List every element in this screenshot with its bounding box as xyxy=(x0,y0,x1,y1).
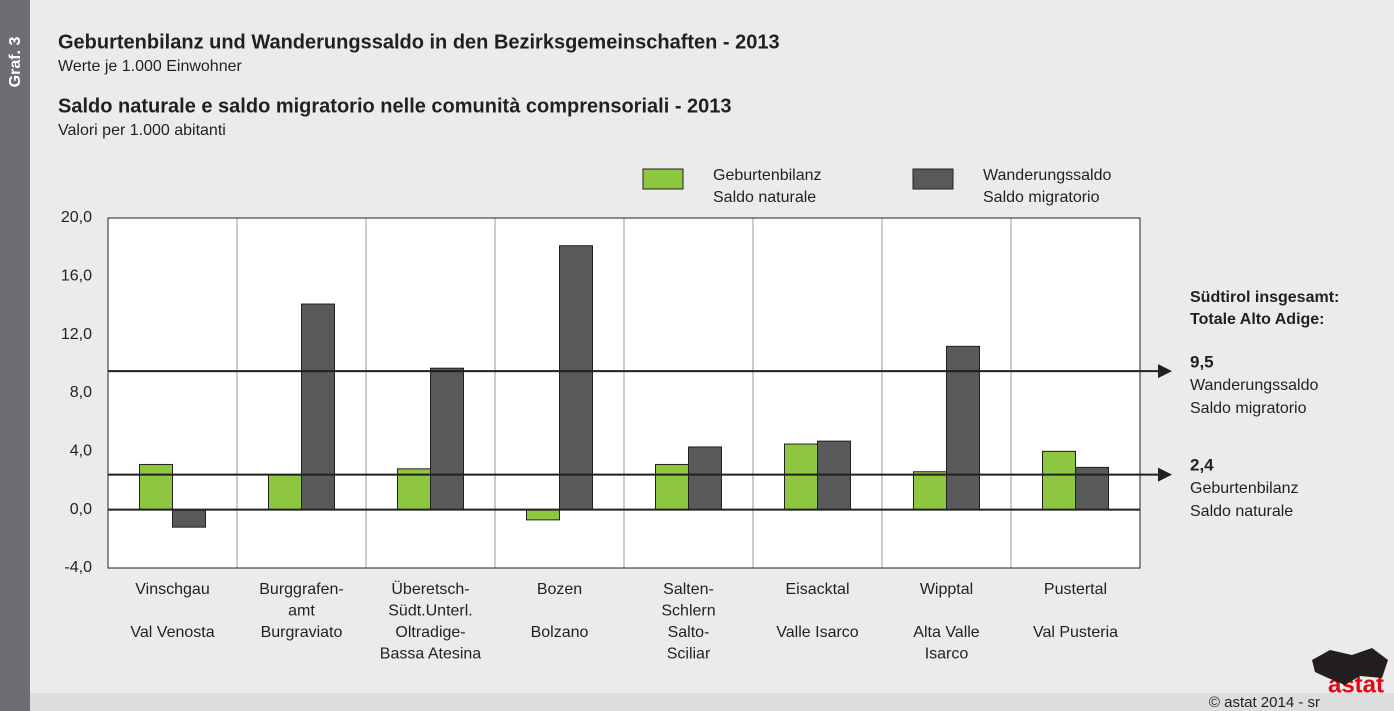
x-tick-label: Südt.Unterl. xyxy=(388,603,472,620)
bar xyxy=(139,463,173,511)
chart-label: Graf. 3 xyxy=(7,37,24,88)
footer-band xyxy=(30,693,1394,711)
plot-border xyxy=(107,217,1141,569)
reference-title: Totale Alto Adige: xyxy=(1190,311,1325,328)
bar xyxy=(559,245,593,511)
bar xyxy=(172,509,206,528)
x-tick-label: Burgraviato xyxy=(261,624,343,641)
logo-map xyxy=(1312,648,1388,685)
bar xyxy=(655,463,689,511)
y-tick-label: 0,0 xyxy=(70,501,92,518)
legend-label: Wanderungssaldo xyxy=(983,167,1111,184)
x-tick-label: Vinschgau xyxy=(135,581,209,598)
chart-subtitle: Werte je 1.000 Einwohner xyxy=(58,58,242,75)
reference-label: 9,5 xyxy=(1190,352,1214,371)
chart-title-it: Saldo naturale e saldo migratorio nelle … xyxy=(58,95,732,117)
bar xyxy=(430,367,464,511)
x-tick-label: Sciliar xyxy=(667,646,711,663)
reference-text: Wanderungssaldo xyxy=(1190,377,1318,394)
legend-label: Saldo migratorio xyxy=(983,189,1100,206)
x-tick-label: Val Pusteria xyxy=(1033,624,1118,641)
x-tick-label: Salto- xyxy=(668,624,710,641)
chart-title: Geburtenbilanz und Wanderungssaldo in de… xyxy=(58,31,780,53)
x-tick-label: Oltradige- xyxy=(395,624,465,641)
reference-text: Geburtenbilanz xyxy=(1190,480,1299,497)
chart-subtitle-it: Valori per 1.000 abitanti xyxy=(58,122,226,139)
legend-label: Geburtenbilanz xyxy=(713,167,822,184)
y-tick-label: 20,0 xyxy=(61,209,92,226)
x-tick-label: Wipptal xyxy=(920,581,973,598)
bar xyxy=(526,509,560,521)
y-tick-label: 4,0 xyxy=(70,443,92,460)
bar xyxy=(1042,450,1076,511)
bar xyxy=(784,443,818,511)
x-tick-label: Alta Valle xyxy=(913,624,980,641)
y-tick-label: 12,0 xyxy=(61,326,92,343)
y-tick-label: 16,0 xyxy=(61,268,92,285)
x-tick-label: Bassa Atesina xyxy=(380,646,482,663)
reference-label: 2,4 xyxy=(1190,455,1214,474)
x-tick-label: Burggrafen- xyxy=(259,581,344,598)
side-strip xyxy=(0,0,30,711)
legend-swatch xyxy=(912,168,954,190)
bar xyxy=(268,474,302,511)
x-tick-label: Salten- xyxy=(663,581,714,598)
legend-swatch xyxy=(642,168,684,190)
x-tick-label: Schlern xyxy=(661,603,715,620)
x-tick-label: Bozen xyxy=(537,581,582,598)
reference-arrow xyxy=(1158,364,1172,379)
x-tick-label: Isarco xyxy=(925,646,969,663)
y-tick-label: -4,0 xyxy=(64,559,92,576)
y-tick-label: 8,0 xyxy=(70,384,92,401)
bar xyxy=(688,446,722,511)
legend-label: Saldo naturale xyxy=(713,189,816,206)
x-tick-label: amt xyxy=(288,603,315,620)
reference-title: Südtirol insgesamt: xyxy=(1190,289,1339,306)
bar xyxy=(301,303,335,511)
x-tick-label: Val Venosta xyxy=(130,624,214,641)
source: © astat 2014 - sr xyxy=(1209,694,1320,711)
reference-arrow xyxy=(1158,467,1172,482)
x-tick-label: Pustertal xyxy=(1044,581,1107,598)
x-tick-label: Eisacktal xyxy=(785,581,849,598)
bar xyxy=(913,471,947,511)
reference-text: Saldo naturale xyxy=(1190,503,1293,520)
reference-text: Saldo migratorio xyxy=(1190,400,1307,417)
x-tick-label: Valle Isarco xyxy=(776,624,859,641)
x-tick-label: Überetsch- xyxy=(391,580,469,598)
x-tick-label: Bolzano xyxy=(531,624,589,641)
